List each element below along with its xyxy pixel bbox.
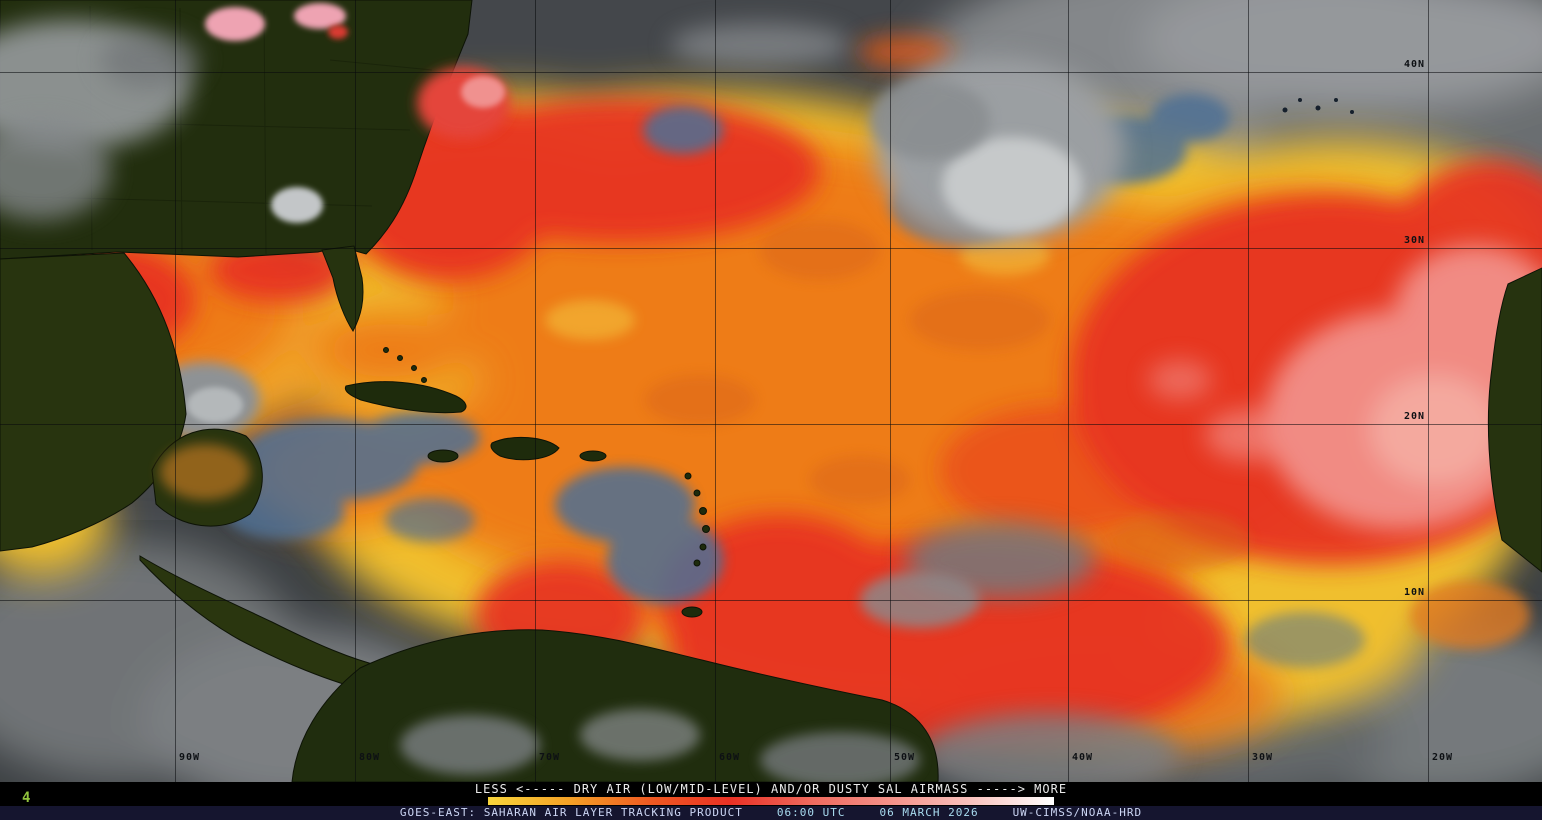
longitude-label: 60W (719, 752, 741, 763)
longitude-gridline (890, 0, 891, 782)
longitude-gridline (715, 0, 716, 782)
longitude-gridline (1068, 0, 1069, 782)
latitude-gridline (0, 600, 1542, 601)
satellite-map: 90W 80W 70W 60W 50W 40W 30W 20W 40N 30N 20N 10N (0, 0, 1542, 782)
longitude-gridline (535, 0, 536, 782)
latitude-gridline (0, 248, 1542, 249)
latitude-gridline (0, 424, 1542, 425)
status-credit: UW-CIMSS/NOAA-HRD (1012, 806, 1143, 819)
longitude-label: 50W (894, 752, 916, 763)
longitude-label: 90W (179, 752, 201, 763)
longitude-label: 20W (1432, 752, 1454, 763)
longitude-gridline (1428, 0, 1429, 782)
latitude-label: 40N (1404, 59, 1426, 70)
legend-gradient (488, 797, 1054, 805)
longitude-gridline (175, 0, 176, 782)
legend-bar: LESS <----- DRY AIR (LOW/MID-LEVEL) AND/… (0, 782, 1542, 806)
longitude-gridline (355, 0, 356, 782)
longitude-label: 80W (359, 752, 381, 763)
status-time: 06:00 UTC (776, 806, 846, 819)
status-date: 06 MARCH 2026 (879, 806, 979, 819)
status-bar: GOES-EAST: SAHARAN AIR LAYER TRACKING PR… (0, 806, 1542, 820)
frame-number: 4 (22, 790, 31, 806)
longitude-label: 40W (1072, 752, 1094, 763)
satellite-imagery (0, 0, 1542, 782)
latitude-label: 30N (1404, 235, 1426, 246)
legend-text: LESS <----- DRY AIR (LOW/MID-LEVEL) AND/… (474, 782, 1068, 796)
longitude-gridline (1248, 0, 1249, 782)
longitude-label: 70W (539, 752, 561, 763)
latitude-label: 10N (1404, 587, 1426, 598)
product-title: GOES-EAST: SAHARAN AIR LAYER TRACKING PR… (399, 806, 743, 819)
longitude-label: 30W (1252, 752, 1274, 763)
latitude-gridline (0, 72, 1542, 73)
latitude-label: 20N (1404, 411, 1426, 422)
